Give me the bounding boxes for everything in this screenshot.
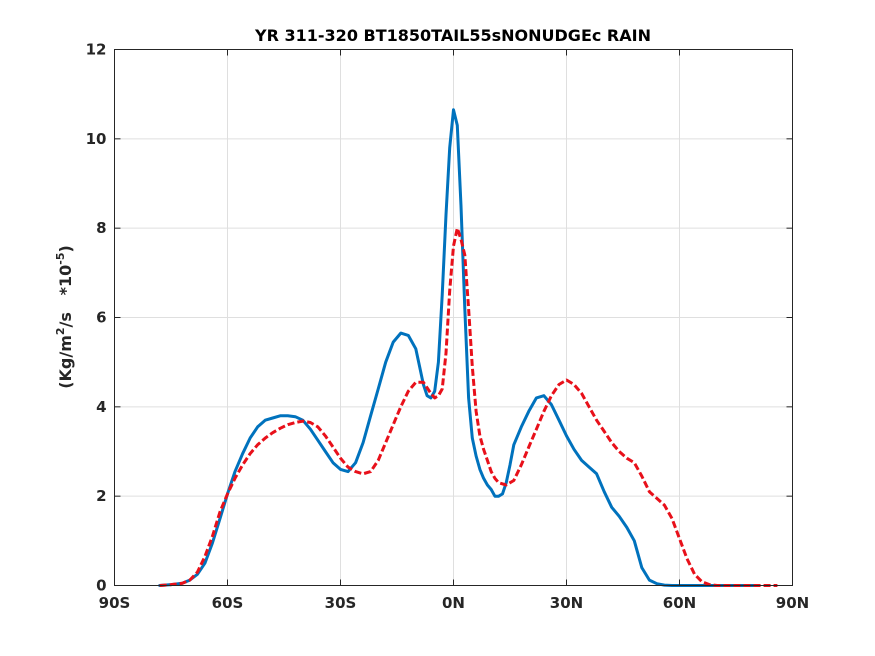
y-tick-label: 4 [96, 398, 106, 416]
tick-labels: 90S 60S 30S 0N 30N 60N 90N 0 2 4 6 8 10 12 [86, 41, 810, 613]
y-tick-label: 12 [86, 41, 107, 59]
y-axis-label-sup1: 2 [54, 327, 67, 335]
x-tick-label: 60S [212, 594, 244, 612]
chart-title: YR 311-320 BT1850TAIL55sNONUDGEc RAIN [254, 26, 651, 45]
y-axis-label-sup2: -5 [54, 253, 67, 265]
y-tick-label: 0 [96, 577, 106, 595]
x-tick-label: 90N [776, 594, 809, 612]
y-axis-label-mid: /s *10 [56, 265, 75, 328]
y-tick-label: 6 [96, 309, 106, 327]
y-axis-label-main: (Kg/m [56, 335, 75, 389]
y-tick-label: 2 [96, 487, 106, 505]
series-line-1 [158, 108, 757, 587]
x-tick-label: 90S [99, 594, 131, 612]
x-tick-label: 30S [325, 594, 357, 612]
y-tick-label: 10 [86, 130, 107, 148]
y-tick-label: 8 [96, 219, 106, 237]
ticks [114, 49, 793, 586]
x-tick-label: 0N [442, 594, 465, 612]
y-axis-label: (Kg/m2/s *10-5) [54, 245, 75, 389]
x-tick-label: 60N [663, 594, 696, 612]
x-tick-label: 30N [550, 594, 583, 612]
y-axis-label-end: ) [56, 245, 75, 252]
series-layer [158, 108, 778, 587]
series-line-2 [159, 226, 778, 587]
